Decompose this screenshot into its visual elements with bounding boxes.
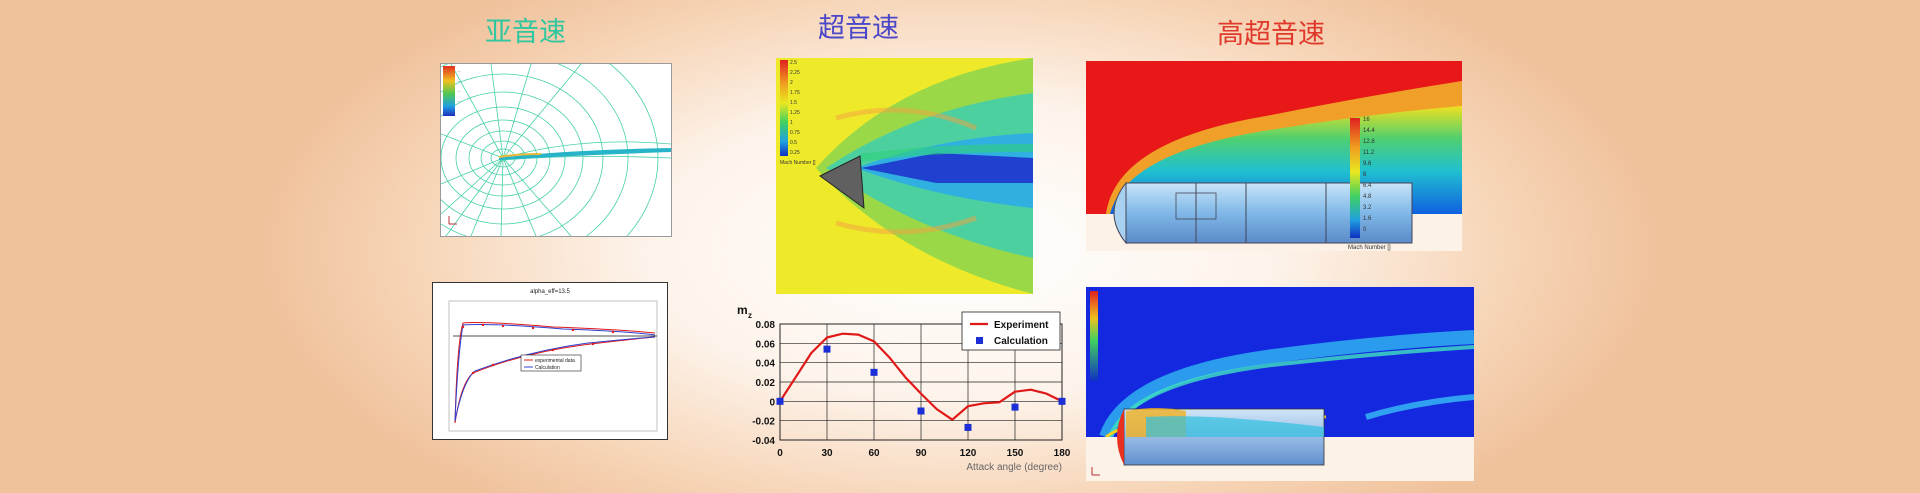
pressure-plot-image: alpha_eff=13.5 experimental data Calcula…	[432, 282, 668, 440]
svg-text:—: —	[457, 98, 461, 103]
small-plot-title: alpha_eff=13.5	[530, 289, 570, 295]
svg-text:3.2: 3.2	[1363, 205, 1372, 211]
calculation-point	[1058, 397, 1066, 405]
legend-calculation-swatch	[976, 337, 983, 344]
svg-text:11.2: 11.2	[1363, 150, 1375, 156]
x-tick-label: 90	[915, 448, 927, 459]
hypersonic-title: 高超音速	[1217, 19, 1325, 50]
y-axis-label-subscript: z	[748, 311, 752, 320]
svg-text:1.25: 1.25	[790, 110, 800, 116]
svg-text:12.8: 12.8	[1363, 139, 1375, 145]
hyper-colorbar-title: Mach Number []	[1348, 245, 1391, 251]
x-tick-label: 0	[777, 448, 783, 459]
y-tick-label: 0.04	[756, 359, 776, 370]
y-tick-label: -0.04	[752, 436, 775, 447]
y-tick-label: -0.02	[752, 417, 775, 428]
hypersonic-body-image: Mach Number [] 16 14.4 12.8 11.2 9.6 8 6…	[1086, 61, 1462, 251]
small-legend-calculation: Calculation	[535, 365, 560, 371]
svg-text:1: 1	[790, 120, 793, 126]
svg-text:—: —	[457, 68, 461, 73]
calculation-point	[964, 423, 972, 431]
legend-experiment-label: Experiment	[994, 320, 1049, 331]
calculation-point	[870, 368, 878, 376]
x-tick-label: 150	[1007, 448, 1024, 459]
svg-text:2.25: 2.25	[790, 70, 800, 76]
svg-text:6.4: 6.4	[1363, 183, 1372, 189]
svg-text:1.6: 1.6	[1363, 216, 1372, 222]
svg-text:0: 0	[1363, 227, 1367, 233]
y-axis-label: m	[737, 303, 748, 317]
y-tick-label: 0	[769, 397, 775, 408]
svg-text:1.5: 1.5	[790, 100, 797, 106]
svg-text:0.25: 0.25	[790, 150, 800, 156]
y-tick-label: 0.08	[756, 320, 776, 331]
svg-text:0.5: 0.5	[790, 140, 797, 146]
cone-colorbar-labels: 2.5 2.25 2 1.75 1.5 1.25 1 0.75 0.5 0.25	[790, 60, 800, 156]
svg-text:0.75: 0.75	[790, 130, 800, 136]
x-tick-label: 60	[868, 448, 880, 459]
x-tick-label: 180	[1054, 448, 1071, 459]
small-legend-experimental: experimental data	[535, 358, 575, 364]
calculation-point	[823, 345, 831, 353]
svg-text:—: —	[457, 88, 461, 93]
calculation-point	[776, 397, 784, 405]
svg-text:—: —	[457, 78, 461, 83]
hyper-colorbar-labels: 16 14.4 12.8 11.2 9.6 8 6.4 4.8 3.2 1.6 …	[1363, 117, 1375, 233]
svg-text:8: 8	[1363, 172, 1367, 178]
supersonic-cone-image: Mach Number [] 2.5 2.25 2 1.75 1.5 1.25 …	[776, 58, 1033, 294]
svg-text:4.8: 4.8	[1363, 194, 1372, 200]
svg-text:2.5: 2.5	[790, 60, 797, 66]
y-tick-label: 0.02	[756, 378, 776, 389]
mz-attack-angle-chart: 0.08 0.06 0.04 0.02 0 -0.02 -0.04 0 30 60 90 120 150…	[732, 296, 1072, 482]
x-tick-label: 120	[960, 448, 977, 459]
calculation-point	[917, 407, 925, 415]
x-axis-label: Attack angle (degree)	[966, 462, 1062, 473]
experiment-line	[779, 332, 1063, 421]
svg-text:1.75: 1.75	[790, 90, 800, 96]
x-tick-label: 30	[821, 448, 833, 459]
svg-text:16: 16	[1363, 117, 1370, 123]
hypersonic-contour-image	[1086, 287, 1474, 481]
legend-calculation-label: Calculation	[994, 336, 1048, 347]
subsonic-title: 亚音速	[485, 17, 566, 48]
calculation-point	[1011, 403, 1019, 411]
supersonic-title: 超音速	[818, 13, 899, 44]
subsonic-flow-image: — — — —	[440, 63, 672, 237]
svg-text:9.6: 9.6	[1363, 161, 1372, 167]
svg-text:2: 2	[790, 80, 793, 86]
cone-colorbar-title: Mach Number []	[780, 160, 816, 166]
y-tick-label: 0.06	[756, 339, 776, 350]
plot-frame	[779, 323, 1063, 441]
svg-text:14.4: 14.4	[1363, 128, 1375, 134]
